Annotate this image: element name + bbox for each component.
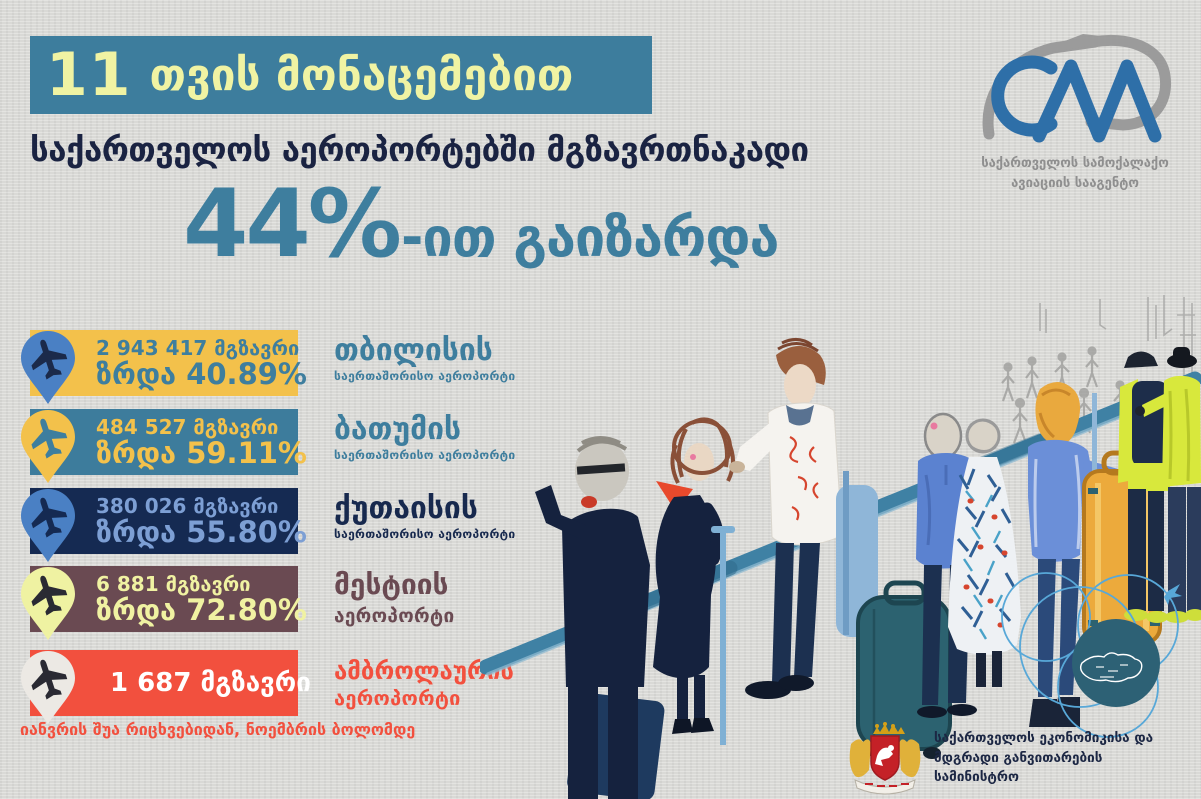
footnote: იანვრის შუა რიცხვებიდან, ნოემბრის ბოლომდ… [20,720,416,739]
passenger-count: 1 687 მგზავრი [110,667,311,698]
growth-value: ზრდა 40.89% [96,356,307,391]
airport-type: აეროპორტი [334,604,455,627]
caa-logo-icon [982,34,1172,143]
passenger-count: 380 026 მგზავრი [96,493,279,518]
airport-type: აეროპორტი [334,686,461,711]
subtitle: საქართველოს აეროპორტებში მგზავრთნაკადი [30,130,809,169]
stat-row-kutaisi: 380 026 მგზავრი ზრდა 55.80% ქუთაისის საე… [16,486,616,570]
trolley-handle [720,533,726,745]
georgia-map-outline [1079,652,1143,683]
map-pin-plane-icon [21,410,75,483]
caa-caption: საქართველოს სამოქალაქო ავიაციის სააგენტო [972,154,1178,193]
passenger-count: 6 881 მგზავრი [96,571,251,596]
globe-circle [1072,619,1160,707]
airport-label: თბილისის საერთაშორისო აეროპორტი [334,334,614,383]
georgia-coat-of-arms [849,722,921,795]
map-pin-plane-icon [21,489,75,562]
airport-queue-illustration [480,295,1201,799]
growth-value: ზრდა 59.11% [96,435,307,470]
stat-row-mestia: 6 881 მგზავრი ზრდა 72.80% მესტიის აეროპო… [16,564,616,648]
headline: 44% -ით გაიზარდა [183,170,779,279]
stat-bar: 6 881 მგზავრი ზრდა 72.80% [30,566,307,632]
passenger-count: 2 943 417 მგზავრი [96,335,300,360]
airport-type: საერთაშორისო აეროპორტი [334,527,516,541]
airport-name: თბილისის [334,333,493,368]
ministry-line1: საქართველოს ეკონომიკისა და [934,730,1154,746]
caa-caption-line2: ავიაციის სააგენტო [1011,175,1139,191]
airport-type: საერთაშორისო აეროპორტი [334,369,516,383]
figure-man-white-shirt [729,338,878,699]
stat-bar: 380 026 მგზავრი ზრდა 55.80% [30,488,307,554]
airport-name: მესტიის [334,568,449,601]
stat-row-batumi: 484 527 მგზავრი ზრდა 59.11% ბათუმის საერ… [16,407,616,491]
plane-icon [1164,584,1182,605]
banner-number: 11 [46,40,132,110]
airport-name: ბათუმის [334,412,462,447]
banner-text: თვის მონაცემებით [149,49,574,101]
airport-type: საერთაშორისო აეროპორტი [334,448,516,462]
title-banner: 11 თვის მონაცემებით [30,36,652,114]
ministry-caption: საქართველოს ეკონომიკისა და მდგრადი განვი… [934,729,1184,788]
stat-bar: 484 527 მგზავრი ზრდა 59.11% [30,409,307,475]
growth-value: ზრდა 55.80% [96,514,307,549]
figure-man-suit [535,436,650,799]
passenger-count: 484 527 მგზავრი [96,414,279,439]
stat-bar: 1 687 მგზავრი [30,650,311,716]
airport-label: ბათუმის საერთაშორისო აეროპორტი [334,413,614,462]
stat-bar: 2 943 417 მგზავრი ზრდა 40.89% [30,330,307,396]
caa-logo: საქართველოს სამოქალაქო ავიაციის სააგენტო [972,28,1178,193]
airport-label: მესტიის აეროპორტი [334,568,614,627]
ministry-line3: სამინისტრო [934,769,1019,786]
stat-row-tbilisi: 2 943 417 მგზავრი ზრდა 40.89% თბილისის ს… [16,328,616,412]
ministry-line2: მდგრადი განვითარების [934,749,1103,766]
airport-label: ქუთაისის საერთაშორისო აეროპორტი [334,492,614,541]
figure-woman-red-scarf [653,417,735,745]
figure-hivis-workers [1118,347,1201,623]
sketch-buildings [1039,295,1196,391]
growth-value: ზრდა 72.80% [96,592,307,627]
headline-suffix: -ით გაიზარდა [401,206,779,269]
caa-caption-line1: საქართველოს სამოქალაქო [981,156,1169,171]
headline-percent: 44% [183,170,402,279]
map-pin-plane-icon [21,651,75,724]
map-pin-plane-icon [21,331,75,404]
airport-name: ქუთაისის [334,491,478,526]
flight-circles-emblem [1001,572,1182,738]
map-pin-plane-icon [21,567,75,640]
